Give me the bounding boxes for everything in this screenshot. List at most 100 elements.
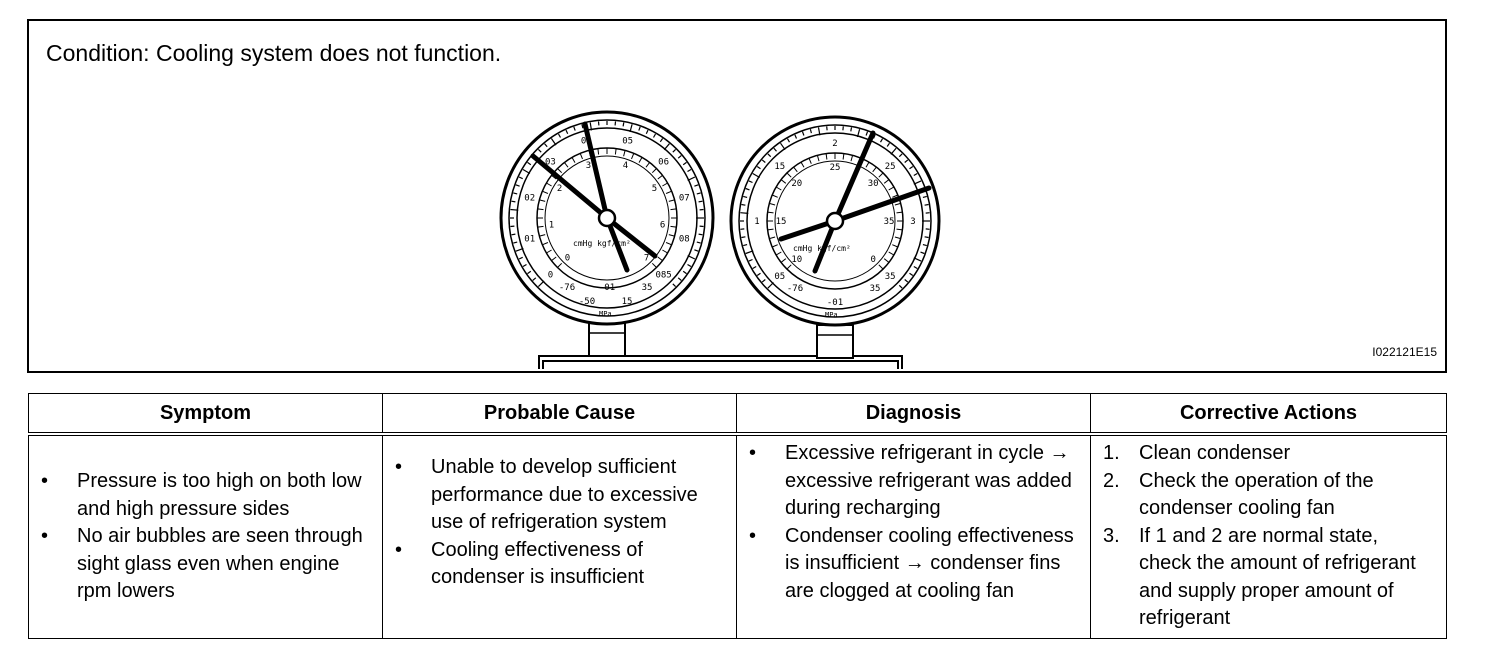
high-gauge-inner-tick: [816, 155, 820, 162]
low-gauge-outer-tick: [694, 184, 699, 187]
high-gauge-outer-tick: [879, 138, 884, 143]
low-gauge-inner-tick: [665, 190, 672, 194]
low-gauge-outer-tick: [510, 208, 519, 211]
high-gauge-inner-tick: [894, 236, 901, 240]
low-gauge-outer-tick: [687, 168, 692, 173]
low-gauge-outer-tick: [522, 168, 531, 175]
list-item: • Excessive refrigerant in cycle → excess…: [749, 442, 1072, 519]
table-row: • Pressure is too high on both low and hi…: [28, 433, 1447, 639]
high-gauge-outer-label: 3: [910, 217, 915, 227]
high-gauge-bottom-label: 35: [870, 284, 881, 294]
table-header-row: Symptom Probable Cause Diagnosis Correct…: [28, 393, 1447, 436]
high-gauge-outer-tick: [913, 172, 918, 177]
high-gauge-outer-label: 05: [774, 272, 785, 282]
low-gauge-outer-tick: [581, 124, 584, 129]
cause-list: • Unable to develop sufficient performanc…: [391, 454, 701, 592]
low-gauge-inner-tick: [657, 175, 663, 180]
high-gauge-outer-tick: [745, 250, 754, 255]
low-gauge-outer-tick: [527, 161, 532, 166]
low-gauge-needles: [530, 121, 658, 273]
high-gauge-outer-tick: [898, 153, 903, 158]
low-gauge-inner-label: 4: [623, 161, 628, 171]
low-gauge-inner-tick: [662, 182, 668, 187]
list-item: 1. Clean condenser: [1103, 442, 1291, 464]
high-gauge-inner-tick: [883, 179, 890, 184]
high-gauge-inner-tick: [780, 258, 787, 263]
high-gauge-outer-tick: [922, 244, 927, 247]
low-gauge-inner-label: 1: [549, 220, 554, 230]
high-gauge-outer-tick: [890, 147, 897, 155]
high-gauge-inner-tick: [786, 172, 792, 178]
high-gauge-inner-tick: [767, 228, 774, 231]
high-gauge-outer-tick: [886, 142, 890, 147]
low-gauge-outer-tick: [544, 143, 548, 148]
high-gauge-inner-tick: [872, 166, 877, 173]
low-gauge-inner-tick: [657, 256, 663, 261]
high-gauge-inner-tick: [769, 202, 776, 206]
high-gauge-outer-tick: [740, 212, 749, 214]
low-gauge-outer-tick: [527, 270, 532, 275]
low-gauge-outer-tick: [537, 148, 542, 153]
high-gauge-inner-label: 20: [791, 179, 802, 189]
low-gauge-inner-tick: [668, 234, 675, 237]
low-gauge-outer-tick: [537, 280, 545, 288]
low-gauge-inner-tick: [557, 168, 563, 174]
high-gauge-outer-tick: [761, 279, 766, 283]
low-gauge-outer-tick: [672, 148, 677, 153]
low-gauge-inner-tick: [638, 157, 643, 163]
low-gauge-bottom-label: 15: [622, 297, 633, 307]
high-gauge-labels: 05 1 15 2 25 3 35 10 15 20 25 30 35 0 -76 -01 35: [754, 139, 915, 308]
high-gauge-hub: [825, 211, 845, 231]
high-gauge-inner-label: 10: [791, 255, 802, 265]
low-gauge-inner-label: 0: [565, 254, 570, 264]
high-gauge-outer-tick: [743, 244, 748, 247]
diagnosis-cell: • Excessive refrigerant in cycle → excess…: [736, 433, 1091, 639]
high-gauge-inner-tick: [808, 158, 812, 164]
low-gauge-outer-tick: [573, 126, 576, 131]
high-gauge-inner-tick: [793, 166, 798, 173]
low-gauge-outer-tick: [622, 122, 625, 127]
high-gauge-inner-tick: [780, 179, 787, 184]
high-gauge-outer-tick: [809, 129, 812, 134]
high-gauge-outer-label: 25: [885, 162, 896, 172]
high-gauge-inner-tick: [769, 236, 776, 240]
corrective-actions-cell: 1. Clean condenser 2. Check the operation …: [1090, 433, 1447, 639]
low-gauge-inner-label: 3: [586, 161, 591, 171]
header-symptom: Symptom: [28, 393, 383, 436]
high-gauge-outer-tick: [748, 180, 753, 184]
high-gauge-outer-tick: [767, 282, 774, 289]
low-gauge-outer-tick: [513, 192, 518, 195]
high-gauge-inner-tick: [775, 251, 782, 256]
high-gauge-inner-tick: [892, 194, 898, 198]
high-gauge-outer-tick: [913, 265, 918, 270]
low-gauge-outer-tick: [589, 122, 593, 131]
low-gauge-outer-label: 0: [548, 271, 553, 281]
low-gauge-outer-tick: [518, 176, 523, 180]
diagnosis-list: • Excessive refrigerant in cycle → excess…: [745, 440, 1085, 605]
high-gauge-outer-label: 35: [885, 272, 896, 282]
list-item: • Cooling effectiveness of condenser is i…: [395, 538, 645, 589]
low-gauge-inner-tick: [542, 242, 549, 246]
low-gauge-outer-tick: [682, 161, 687, 166]
high-gauge-outer-tick: [801, 131, 805, 136]
low-gauge-bottom-label: -76: [559, 283, 575, 293]
high-gauge-inner-tick: [878, 264, 884, 270]
low-gauge-outer-label: 085: [655, 271, 671, 281]
low-gauge-outer-label: 05: [622, 137, 633, 147]
low-gauge-outer-tick: [672, 283, 677, 288]
high-gauge-inner-tick: [894, 202, 901, 206]
high-gauge-outer-label: 15: [774, 162, 785, 172]
list-item: • Pressure is too high on both low and hi…: [41, 470, 362, 520]
header-corrective-actions: Corrective Actions: [1090, 393, 1447, 436]
high-gauge-ticks: [740, 126, 930, 289]
high-gauge-outer-tick: [786, 138, 791, 143]
high-gauge-outer-tick: [898, 284, 903, 289]
low-gauge-outer-tick: [682, 270, 687, 275]
low-gauge-hub: [597, 208, 617, 228]
low-gauge-scale: MPa: [599, 310, 612, 318]
low-gauge-outer-tick: [698, 200, 703, 203]
high-gauge-outer-tick: [752, 172, 760, 179]
high-gauge-inner-label: 35: [884, 217, 895, 227]
